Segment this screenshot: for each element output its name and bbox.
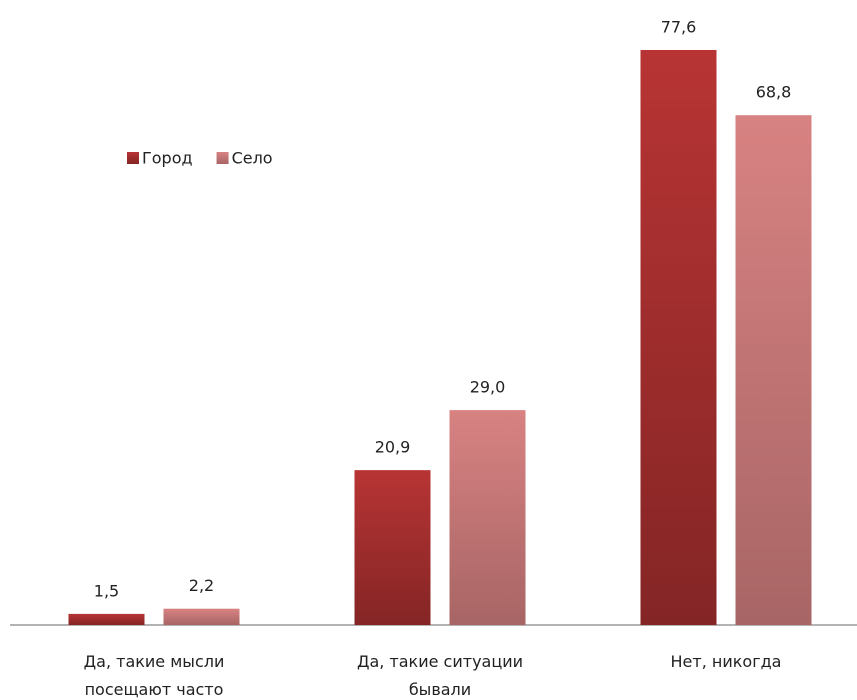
bar xyxy=(354,470,431,625)
legend-swatch xyxy=(216,152,229,164)
bar xyxy=(68,613,145,625)
bar xyxy=(163,608,240,625)
bar xyxy=(449,410,526,625)
x-tick-label: Да, такие мысли посещают часто xyxy=(83,652,225,699)
value-label: 20,9 xyxy=(375,438,411,457)
bar xyxy=(735,115,812,626)
legend-swatch xyxy=(127,152,139,164)
value-label: 29,0 xyxy=(470,378,506,397)
value-label: 1,5 xyxy=(94,581,119,600)
legend-label: Город xyxy=(142,149,193,168)
value-label: 68,8 xyxy=(756,83,792,102)
value-label: 77,6 xyxy=(661,18,697,37)
legend-label: Село xyxy=(232,149,273,168)
value-label: 2,2 xyxy=(189,576,214,595)
x-tick-label: Нет, никогда xyxy=(670,652,782,671)
bar xyxy=(640,50,717,625)
x-tick-label: Да, такие ситуации бывали xyxy=(356,652,524,699)
